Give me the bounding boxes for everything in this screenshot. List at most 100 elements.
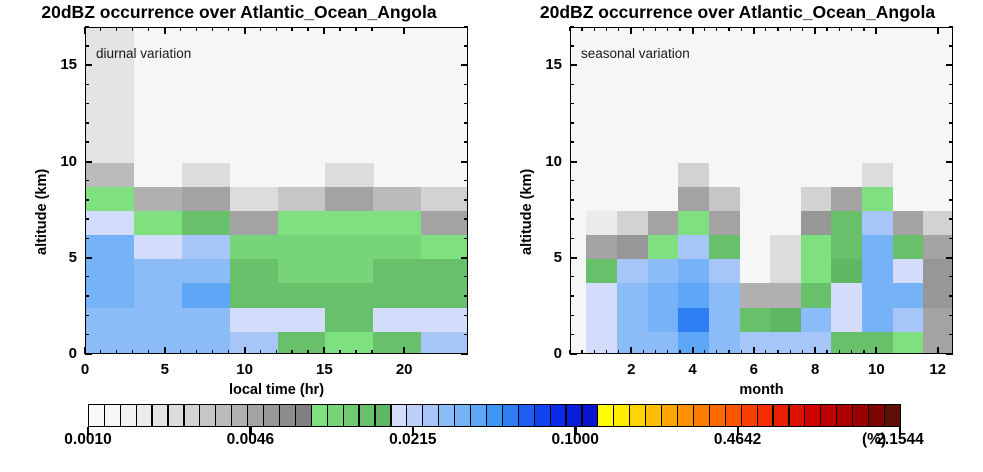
heatmap-cell [373,306,422,332]
x-axis-minor-tick [826,27,828,31]
y-axis-minor-tick [949,141,953,143]
x-axis-minor-tick [371,350,373,354]
colorbar-segment [119,404,137,427]
colorbar-tick [411,427,415,435]
heatmap-cell [616,258,649,284]
colorbar-segment [103,404,121,427]
heatmap-cell [892,210,924,236]
colorbar-segment [390,404,408,427]
heatmap-cell [800,210,833,236]
x-axis-minor-tick [777,27,779,31]
heatmap-cell [862,306,894,332]
colorbar-segment [836,404,854,427]
y-axis-minor-tick [464,276,468,278]
colorbar-segment [597,404,615,427]
heatmap-cell [181,234,231,260]
x-axis-minor-tick [691,350,693,354]
x-axis-minor-tick [243,350,245,354]
x-axis-minor-tick [716,27,718,31]
panel-annotation: seasonal variation [581,46,690,61]
x-axis-minor-tick [163,350,166,354]
heatmap-cell [325,306,374,332]
heatmap-cell [277,330,326,353]
heatmap-cell [616,234,649,260]
heatmap-cell [229,282,279,308]
x-axis-minor-tick [307,350,309,354]
y-axis-minor-tick [570,179,574,182]
heatmap-cell [586,330,618,353]
heatmap-cell [229,258,279,284]
heatmap-cell [277,210,326,236]
y-axis-minor-tick [570,199,574,201]
heatmap-cell [277,306,326,332]
heatmap-cell [862,210,894,236]
heatmap-cell [86,210,135,236]
x-axis-minor-tick [131,350,134,354]
heatmap-cell [892,234,924,260]
heatmap-cell [678,210,710,236]
colorbar-segment [470,404,487,427]
x-axis-title: month [739,382,784,398]
x-axis-minor-tick [291,350,293,354]
colorbar-segment [422,404,440,427]
heatmap-cell [923,258,952,284]
x-axis-tick-label: 6 [749,361,758,378]
colorbar-segment [565,404,583,427]
y-axis-minor-tick [464,314,468,316]
heatmap-cell [770,330,802,353]
heatmap-cell [133,258,183,284]
colorbar-segment [533,404,551,427]
x-axis-minor-tick [801,350,804,354]
y-axis-minor-tick [570,333,574,336]
heatmap-cell [421,234,467,260]
panel-diurnal: 20dBZ occurrence over Atlantic_Ocean_Ang… [0,0,478,400]
y-axis-minor-tick [570,353,574,355]
x-axis-minor-tick [307,27,309,31]
x-axis-tick [936,347,939,354]
colorbar-segment [263,404,280,427]
colorbar-segment [231,404,248,427]
heatmap-cell [800,186,833,212]
y-axis-minor-tick [570,237,574,239]
colorbar-segment [310,404,328,427]
colorbar-segment [693,404,710,427]
heatmap-cell [277,186,326,212]
x-axis-minor-tick [850,350,853,354]
heatmap-cell [862,234,894,260]
heatmap-cell [133,306,183,332]
x-axis-minor-tick [84,27,86,31]
plot-area: diurnal variation [85,27,468,354]
heatmap-cell [181,330,231,353]
colorbar-segment [788,404,806,427]
x-axis-minor-tick [716,350,718,354]
y-axis-minor-tick [949,353,953,355]
heatmap-cell [892,306,924,332]
colorbar-segment [374,404,392,427]
colorbar-segment [342,404,360,427]
y-axis-minor-tick [464,141,468,143]
heatmap-cell [86,258,135,284]
heatmap-cell [86,28,135,164]
heatmap-cell [181,306,231,332]
heatmap-cell [229,234,279,260]
y-axis-minor-tick [85,122,89,124]
heatmap-cell [325,330,374,353]
x-axis-minor-tick [179,350,182,354]
x-axis-minor-tick [339,350,341,354]
y-axis-minor-tick [85,199,89,201]
heatmap-cell [325,234,374,260]
y-axis-minor-tick [570,276,574,278]
heatmap-cell [647,258,679,284]
heatmap-cell [800,282,833,308]
x-axis-tick-label: 5 [160,361,169,378]
heatmap-cell [831,306,863,332]
x-axis-minor-tick [569,27,571,31]
x-axis-minor-tick [691,27,693,31]
x-axis-minor-tick [99,27,102,31]
heatmap-cell [770,234,802,260]
colorbar-segment [772,404,790,427]
x-axis-minor-tick [593,350,595,354]
heatmap-cell [229,330,279,353]
heatmap-cell [373,330,422,353]
heatmap-cell [181,282,231,308]
